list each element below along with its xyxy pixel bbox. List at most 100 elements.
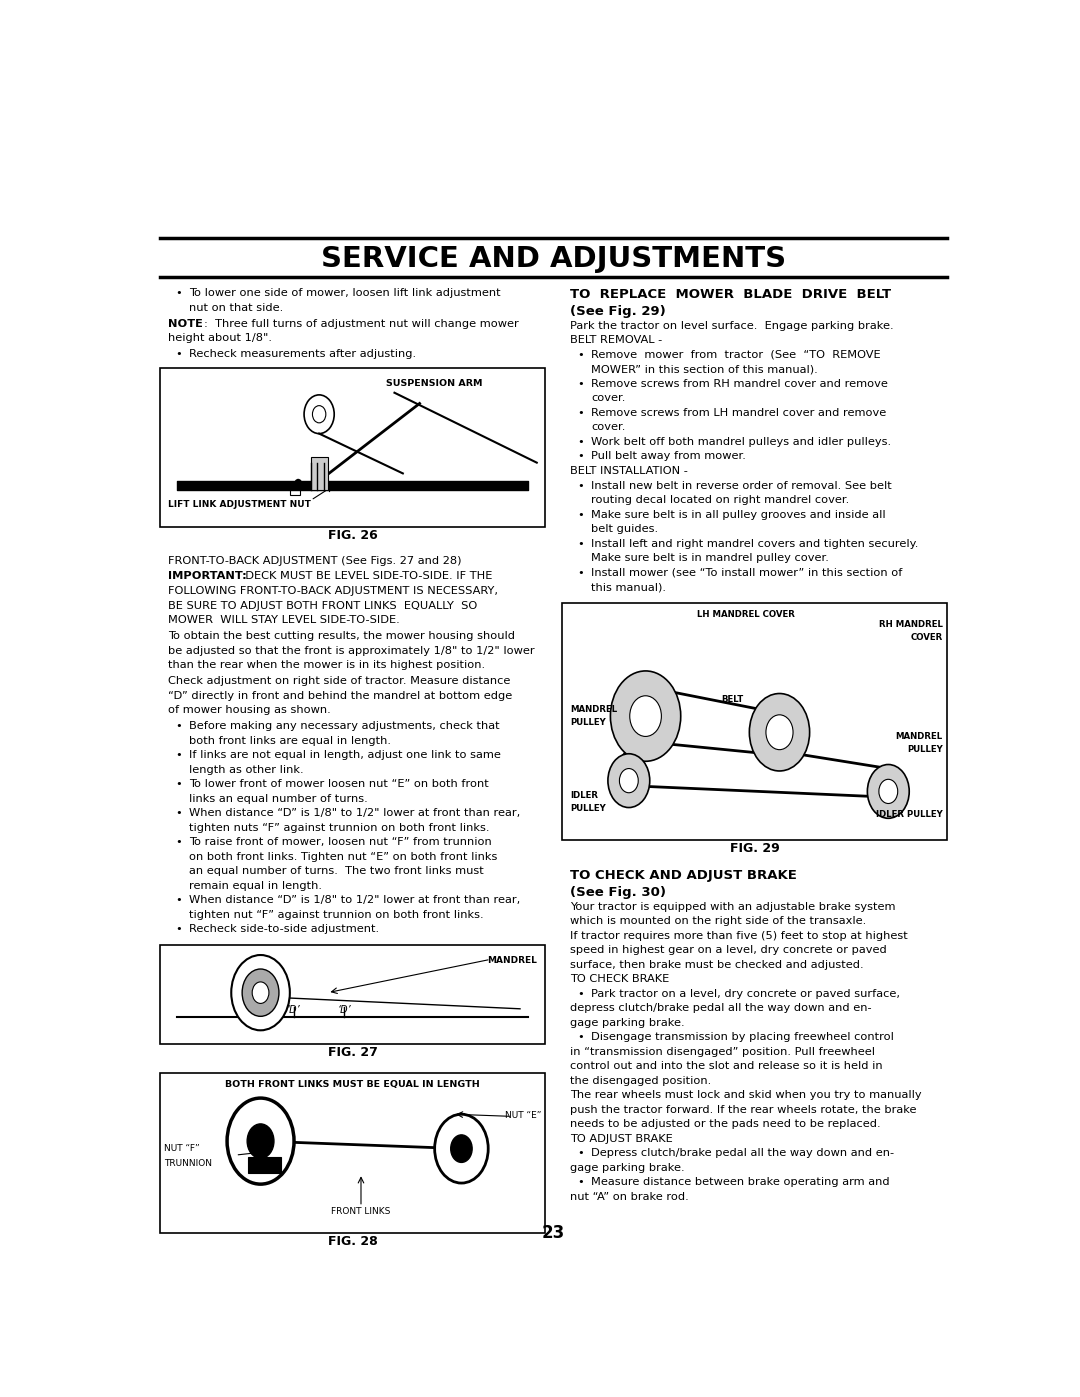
- Text: •: •: [577, 481, 583, 490]
- Text: routing decal located on right mandrel cover.: routing decal located on right mandrel c…: [591, 495, 849, 506]
- Text: belt guides.: belt guides.: [591, 524, 659, 534]
- Text: FRONT LINKS: FRONT LINKS: [332, 1207, 391, 1215]
- Text: •: •: [577, 451, 583, 461]
- Text: FIG. 28: FIG. 28: [327, 1235, 378, 1248]
- Text: When distance “D” is 1/8" to 1/2" lower at front than rear,: When distance “D” is 1/8" to 1/2" lower …: [189, 895, 521, 905]
- Circle shape: [242, 970, 279, 1017]
- Text: gage parking brake.: gage parking brake.: [570, 1162, 685, 1173]
- Text: depress clutch/brake pedal all the way down and en-: depress clutch/brake pedal all the way d…: [570, 1003, 872, 1013]
- Text: NOTE: NOTE: [168, 319, 203, 328]
- Text: MANDREL: MANDREL: [570, 705, 618, 714]
- Text: (See Fig. 29): (See Fig. 29): [570, 305, 666, 317]
- Bar: [289, 482, 300, 495]
- Text: height about 1/8".: height about 1/8".: [168, 332, 272, 344]
- Text: Work belt off both mandrel pulleys and idler pulleys.: Work belt off both mandrel pulleys and i…: [591, 437, 891, 447]
- Text: Depress clutch/brake pedal all the way down and en-: Depress clutch/brake pedal all the way d…: [591, 1148, 894, 1158]
- Text: tighten nut “F” against trunnion on both front links.: tighten nut “F” against trunnion on both…: [189, 909, 484, 919]
- Text: FIG. 26: FIG. 26: [327, 529, 378, 542]
- Text: Remove screws from LH mandrel cover and remove: Remove screws from LH mandrel cover and …: [591, 408, 887, 418]
- Text: :  Three full turns of adjustment nut will change mower: : Three full turns of adjustment nut wil…: [204, 319, 518, 328]
- Text: Install new belt in reverse order of removal. See belt: Install new belt in reverse order of rem…: [591, 481, 892, 490]
- Bar: [248, 1157, 282, 1173]
- Text: To raise front of mower, loosen nut “F” from trunnion: To raise front of mower, loosen nut “F” …: [189, 837, 492, 847]
- Text: IDLER: IDLER: [570, 792, 598, 800]
- Text: Pull belt away from mower.: Pull belt away from mower.: [591, 451, 746, 461]
- Text: push the tractor forward. If the rear wheels rotate, the brake: push the tractor forward. If the rear wh…: [570, 1105, 917, 1115]
- Text: than the rear when the mower is in its highest position.: than the rear when the mower is in its h…: [168, 659, 486, 671]
- Text: BELT INSTALLATION -: BELT INSTALLATION -: [570, 467, 688, 476]
- Text: NUT “E”: NUT “E”: [504, 1111, 541, 1120]
- Text: •: •: [577, 1148, 583, 1158]
- Text: •: •: [175, 780, 181, 789]
- Circle shape: [610, 671, 680, 761]
- Text: •: •: [175, 895, 181, 905]
- Text: Make sure belt is in all pulley grooves and inside all: Make sure belt is in all pulley grooves …: [591, 510, 886, 520]
- Text: Park tractor on a level, dry concrete or paved surface,: Park tractor on a level, dry concrete or…: [591, 989, 900, 999]
- Text: Make sure belt is in mandrel pulley cover.: Make sure belt is in mandrel pulley cove…: [591, 553, 829, 563]
- Text: tighten nuts “F” against trunnion on both front links.: tighten nuts “F” against trunnion on bot…: [189, 823, 490, 833]
- Bar: [160, 367, 545, 527]
- Text: speed in highest gear on a level, dry concrete or paved: speed in highest gear on a level, dry co…: [570, 946, 887, 956]
- Text: To obtain the best cutting results, the mower housing should: To obtain the best cutting results, the …: [168, 631, 515, 641]
- Text: Before making any necessary adjustments, check that: Before making any necessary adjustments,…: [189, 721, 500, 731]
- Text: •: •: [175, 721, 181, 731]
- Text: LIFT LINK ADJUSTMENT NUT: LIFT LINK ADJUSTMENT NUT: [168, 500, 311, 510]
- Text: •: •: [175, 750, 181, 760]
- Text: •: •: [175, 809, 181, 819]
- Text: •: •: [577, 437, 583, 447]
- Text: “D” directly in front and behind the mandrel at bottom edge: “D” directly in front and behind the man…: [168, 690, 513, 700]
- Text: length as other link.: length as other link.: [189, 764, 305, 774]
- Text: 23: 23: [542, 1224, 565, 1242]
- Text: SERVICE AND ADJUSTMENTS: SERVICE AND ADJUSTMENTS: [321, 244, 786, 272]
- Bar: [160, 946, 545, 1045]
- Text: Install mower (see “To install mower” in this section of: Install mower (see “To install mower” in…: [591, 567, 903, 578]
- Text: •: •: [577, 349, 583, 360]
- Text: BOTH FRONT LINKS MUST BE EQUAL IN LENGTH: BOTH FRONT LINKS MUST BE EQUAL IN LENGTH: [226, 1080, 480, 1088]
- Text: PULLEY: PULLEY: [570, 718, 606, 728]
- Text: •: •: [577, 379, 583, 388]
- Bar: [160, 1073, 545, 1232]
- Text: MOWER  WILL STAY LEVEL SIDE-TO-SIDE.: MOWER WILL STAY LEVEL SIDE-TO-SIDE.: [168, 615, 401, 624]
- Text: Your tractor is equipped with an adjustable brake system: Your tractor is equipped with an adjusta…: [570, 901, 895, 911]
- Text: DECK MUST BE LEVEL SIDE-TO-SIDE. IF THE: DECK MUST BE LEVEL SIDE-TO-SIDE. IF THE: [238, 571, 492, 581]
- Text: surface, then brake must be checked and adjusted.: surface, then brake must be checked and …: [570, 960, 864, 970]
- Text: To lower one side of mower, loosen lift link adjustment: To lower one side of mower, loosen lift …: [189, 288, 501, 298]
- Text: •: •: [175, 349, 181, 359]
- Bar: [562, 604, 947, 840]
- Text: MOWER” in this section of this manual).: MOWER” in this section of this manual).: [591, 365, 818, 374]
- Text: IDLER PULLEY: IDLER PULLEY: [876, 810, 943, 819]
- Text: needs to be adjusted or the pads need to be replaced.: needs to be adjusted or the pads need to…: [570, 1119, 881, 1129]
- Text: Recheck side-to-side adjustment.: Recheck side-to-side adjustment.: [189, 925, 379, 935]
- Text: The rear wheels must lock and skid when you try to manually: The rear wheels must lock and skid when …: [570, 1090, 922, 1101]
- Text: •: •: [577, 1178, 583, 1187]
- Text: BE SURE TO ADJUST BOTH FRONT LINKS  EQUALLY  SO: BE SURE TO ADJUST BOTH FRONT LINKS EQUAL…: [168, 601, 477, 610]
- Text: Recheck measurements after adjusting.: Recheck measurements after adjusting.: [189, 349, 417, 359]
- Text: ‘D’: ‘D’: [287, 1006, 301, 1016]
- Text: Measure distance between brake operating arm and: Measure distance between brake operating…: [591, 1178, 890, 1187]
- Circle shape: [294, 479, 302, 489]
- Text: •: •: [175, 925, 181, 935]
- Text: nut “A” on brake rod.: nut “A” on brake rod.: [570, 1192, 689, 1201]
- Circle shape: [879, 780, 897, 803]
- Text: remain equal in length.: remain equal in length.: [189, 880, 323, 891]
- Text: cover.: cover.: [591, 422, 625, 433]
- Circle shape: [620, 768, 638, 792]
- Text: COVER: COVER: [910, 633, 943, 643]
- Text: FOLLOWING FRONT-TO-BACK ADJUSTMENT IS NECESSARY,: FOLLOWING FRONT-TO-BACK ADJUSTMENT IS NE…: [168, 585, 499, 597]
- Text: Remove screws from RH mandrel cover and remove: Remove screws from RH mandrel cover and …: [591, 379, 888, 388]
- Text: FIG. 29: FIG. 29: [729, 842, 780, 855]
- Text: TO ADJUST BRAKE: TO ADJUST BRAKE: [570, 1134, 673, 1144]
- Text: MANDREL: MANDREL: [895, 732, 943, 742]
- Text: this manual).: this manual).: [591, 583, 666, 592]
- Circle shape: [434, 1115, 488, 1183]
- Text: FIG. 27: FIG. 27: [327, 1046, 378, 1059]
- Circle shape: [450, 1134, 472, 1162]
- Text: on both front links. Tighten nut “E” on both front links: on both front links. Tighten nut “E” on …: [189, 852, 498, 862]
- Text: FRONT-TO-BACK ADJUSTMENT (See Figs. 27 and 28): FRONT-TO-BACK ADJUSTMENT (See Figs. 27 a…: [168, 556, 462, 566]
- Circle shape: [630, 696, 661, 736]
- Text: TO  REPLACE  MOWER  BLADE  DRIVE  BELT: TO REPLACE MOWER BLADE DRIVE BELT: [570, 288, 891, 302]
- Text: which is mounted on the right side of the transaxle.: which is mounted on the right side of th…: [570, 916, 866, 926]
- Text: Park the tractor on level surface.  Engage parking brake.: Park the tractor on level surface. Engag…: [570, 321, 894, 331]
- Text: PULLEY: PULLEY: [907, 745, 943, 754]
- Text: ‘D’: ‘D’: [337, 1006, 351, 1016]
